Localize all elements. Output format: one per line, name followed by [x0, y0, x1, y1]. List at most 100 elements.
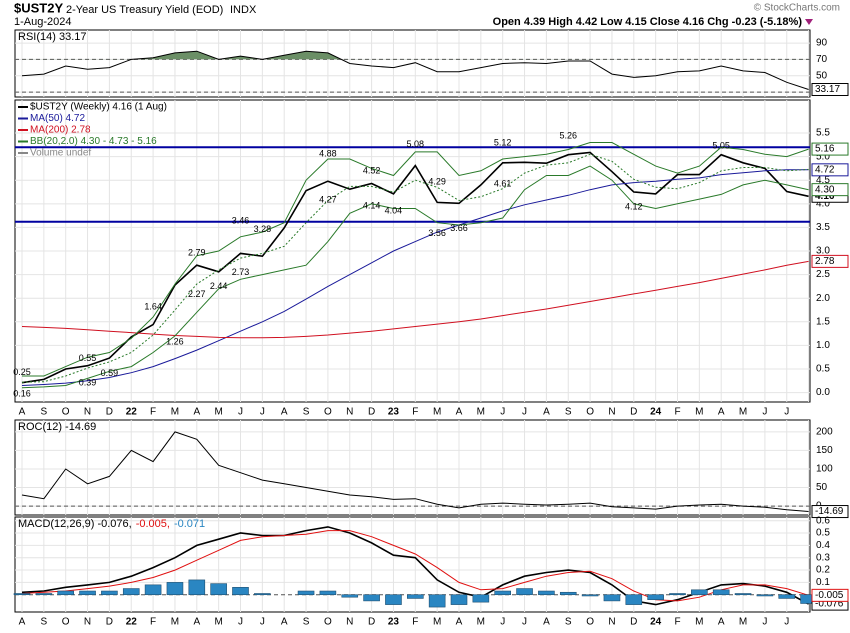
x-tick-label: M: [171, 617, 179, 628]
x-tick-label: A: [193, 617, 200, 628]
x-tick-label: J: [762, 407, 767, 418]
y-tick-label: 0.5: [816, 364, 830, 375]
x-tick-label: A: [19, 617, 26, 628]
x-tick-label: J: [784, 617, 789, 628]
price-annotation: 5.05: [712, 141, 730, 151]
histogram-bar: [35, 593, 53, 596]
legend-entry: Volume undef: [30, 148, 91, 159]
overbought-fill: [22, 51, 809, 60]
price-annotation: 2.44: [210, 281, 228, 291]
histogram-bar: [581, 594, 599, 597]
price-annotation: 1.64: [144, 302, 162, 312]
x-tick-label: A: [718, 617, 725, 628]
price-annotation: 4.14: [363, 201, 381, 211]
x-tick-label: D: [368, 617, 375, 628]
x-tick-label: J: [260, 407, 265, 418]
price-annotation: 5.26: [559, 131, 577, 141]
x-tick-label: J: [500, 617, 505, 628]
x-tick-label: M: [433, 407, 441, 418]
x-tick-label: S: [565, 407, 572, 418]
x-tick-label: S: [41, 407, 48, 418]
price-annotation: 5.12: [494, 137, 512, 147]
histogram-bar: [450, 594, 468, 605]
x-tick-label: J: [500, 407, 505, 418]
series-line: [21, 260, 809, 339]
x-tick-label: 22: [126, 407, 138, 418]
last-value-tag: [811, 588, 849, 602]
price-annotation: 1.26: [166, 336, 184, 346]
x-tick-label: F: [674, 407, 680, 418]
histogram-bar: [363, 594, 380, 602]
histogram-bar: [734, 593, 752, 596]
x-tick-label: S: [303, 407, 310, 418]
x-tick-label: D: [106, 407, 113, 418]
y-tick-label: 0.4: [816, 540, 830, 551]
y-tick-label: 1.0: [816, 340, 830, 351]
y-tick-label: 50: [816, 482, 828, 493]
last-value-label: 2.78: [815, 256, 835, 267]
x-tick-label: O: [62, 407, 70, 418]
x-tick-label: O: [324, 407, 332, 418]
histogram-bar: [603, 594, 621, 602]
series-line: [21, 165, 809, 389]
series-line: [21, 50, 809, 90]
y-tick-label: 0.3: [816, 552, 830, 563]
credit: © StockCharts.com: [754, 3, 840, 14]
y-tick-label: 50: [816, 70, 828, 81]
x-tick-label: 24: [650, 617, 662, 628]
price-annotation: 4.27: [319, 194, 337, 204]
price-annotation: 3.56: [428, 228, 446, 238]
price-annotation: 4.04: [385, 205, 403, 215]
series-line: [21, 530, 809, 602]
x-tick-label: 22: [126, 617, 138, 628]
last-value-label: -0.076: [815, 599, 844, 610]
x-tick-label: A: [456, 407, 463, 418]
legend-entry: MA(200) 2.78: [30, 125, 91, 136]
series-line: [21, 151, 809, 384]
x-tick-label: A: [718, 407, 725, 418]
histogram-bar: [57, 590, 75, 596]
histogram-bar: [691, 589, 708, 596]
x-tick-label: D: [106, 617, 113, 628]
symbol: $UST2Y: [14, 0, 63, 15]
x-tick-label: S: [565, 617, 572, 628]
x-tick-label: F: [150, 407, 156, 418]
last-value-label: 5.16: [815, 144, 835, 155]
x-tick-label: M: [739, 617, 747, 628]
x-tick-label: O: [586, 407, 594, 418]
y-tick-label: 0.1: [816, 577, 830, 588]
last-value-tag: [811, 83, 849, 97]
x-tick-label: N: [346, 407, 353, 418]
x-tick-label: N: [84, 407, 91, 418]
series-line: [21, 526, 809, 606]
last-value-label: 4.16: [815, 191, 835, 202]
legend-entry: -0.005,: [136, 518, 170, 530]
y-tick-label: 2.5: [816, 269, 830, 280]
x-tick-label: N: [84, 617, 91, 628]
x-tick-label: J: [238, 407, 243, 418]
x-tick-label: D: [630, 407, 637, 418]
histogram-bar: [559, 591, 577, 596]
price-annotation: 4.52: [363, 166, 381, 176]
date: 1-Aug-2024: [14, 16, 72, 28]
x-tick-label: F: [412, 407, 418, 418]
last-value-tag: [811, 142, 849, 156]
price-annotation: 3.46: [232, 216, 250, 226]
x-tick-label: N: [346, 617, 353, 628]
price-annotation: 4.88: [319, 149, 337, 159]
series-line: [21, 153, 809, 383]
last-value-label: -0.005: [815, 590, 844, 601]
x-tick-label: A: [19, 407, 26, 418]
panel-frame: [14, 419, 811, 516]
y-tick-label: 150: [816, 445, 833, 456]
x-tick-label: N: [608, 407, 615, 418]
histogram-bar: [13, 593, 31, 596]
x-tick-label: A: [281, 407, 288, 418]
x-tick-label: M: [477, 617, 485, 628]
x-tick-label: M: [477, 407, 485, 418]
price-annotation: 4.61: [494, 178, 512, 188]
y-tick-label: 0.2: [816, 565, 830, 576]
y-tick-label: 0.0: [816, 387, 830, 398]
x-tick-label: J: [238, 617, 243, 628]
